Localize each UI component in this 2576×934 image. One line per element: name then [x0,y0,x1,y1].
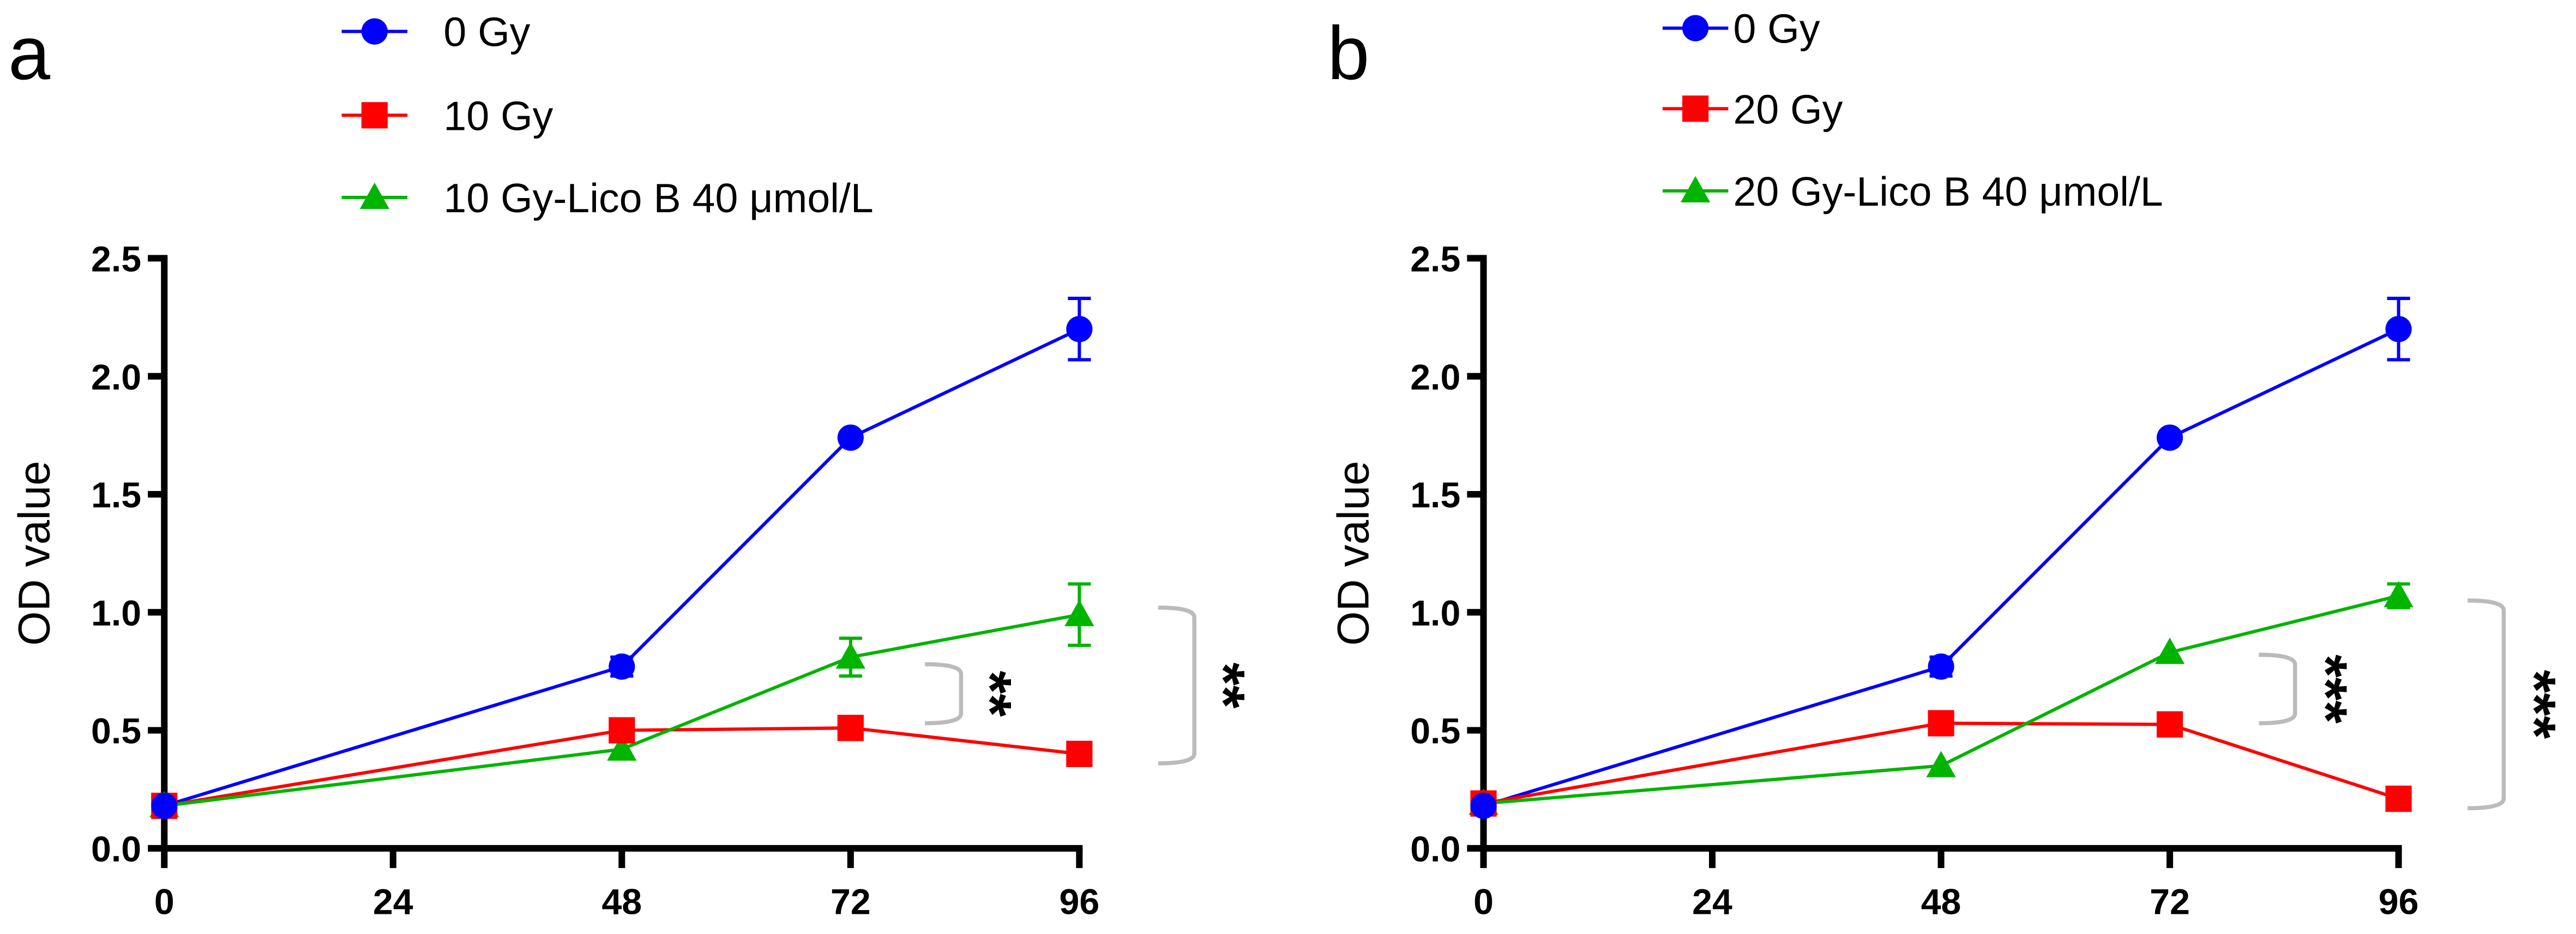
data-point-triangle [1064,600,1094,626]
data-point-triangle [1926,751,1956,777]
series-line [164,327,1080,807]
data-point-triangle [2154,637,2185,664]
legend-triangle-marker [359,182,390,209]
data-point-circle [837,424,864,451]
legend-circle-marker [1682,15,1709,41]
data-point-square [609,717,635,744]
legend-item: 0 Gy [341,9,531,55]
data-point-square [1928,710,1954,737]
data-point-square [837,715,864,741]
legend-square-marker [1682,95,1709,122]
legend-square-marker [361,102,388,129]
data-point-circle [2385,316,2412,343]
data-point-circle [151,792,178,819]
data-point-square [2156,711,2183,738]
x-tick-label: 96 [1060,882,1100,922]
y-axis-label: OD value [9,461,59,646]
significance-bracket [1158,605,1197,765]
panel-label: a [8,11,51,95]
x-tick-label: 48 [1921,882,1961,922]
y-tick-label: 1.5 [1410,475,1460,516]
y-tick-label: 0.0 [1410,829,1460,870]
legend-circle-marker [361,18,388,45]
legend-label: 20 Gy [1733,86,1843,132]
data-point-circle [1066,316,1093,343]
significance-bracket [2259,652,2297,726]
panel-b: b 0 Gy 20 Gy 20 Gy-Lico B 40 μmol/L 0.0 0.5 1.… [1327,6,2568,923]
data-point-triangle [835,642,865,669]
data-point-square [2385,786,2412,812]
y-tick-label: 2.5 [1410,239,1460,279]
legend-item: 20 Gy [1662,86,1843,132]
y-tick-label: 2.0 [1410,357,1460,398]
x-tick-label: 48 [601,882,642,922]
legend-label: 0 Gy [443,9,530,55]
y-tick-label: 0.0 [91,829,141,870]
x-tick-label: 96 [2379,882,2419,922]
significance-bracket [2467,598,2506,811]
panel-label: b [1327,11,1369,95]
legend-item: 10 Gy-Lico B 40 μmol/L [341,175,874,221]
data-point-circle [2156,424,2183,451]
series-line [1483,594,2399,805]
y-tick-label: 1.0 [1410,593,1460,633]
legend-label: 20 Gy-Lico B 40 μmol/L [1733,169,2163,214]
legend-item: 10 Gy [341,93,553,139]
x-tick-label: 72 [2150,882,2190,922]
x-tick-label: 72 [830,882,871,922]
y-axis-label: OD value [1329,461,1379,646]
significance-label: *** [2293,655,2359,724]
x-tick-label: 24 [373,882,413,922]
y-tick-label: 2.0 [91,357,141,398]
legend-label: 10 Gy-Lico B 40 μmol/L [443,175,873,221]
data-point-circle [1928,653,1954,680]
y-tick-label: 0.5 [1410,711,1460,752]
panel-a: a 0 Gy 10 Gy 10 Gy-Lico B 40 μmol/L 0.0 0.5 1.… [8,9,1257,923]
series-line [164,726,1080,808]
significance-bracket [925,662,964,726]
legend-item: 20 Gy-Lico B 40 μmol/L [1662,169,2163,214]
x-tick-label: 0 [1473,882,1494,922]
legend-label: 0 Gy [1733,6,1820,52]
data-point-triangle [2384,580,2414,608]
series-line [164,613,1080,808]
data-point-triangle [607,734,637,761]
data-point-square [1066,740,1093,768]
x-tick-label: 0 [154,882,174,922]
y-tick-label: 1.5 [91,475,141,516]
series-line [1483,327,2399,807]
significance-label: *** [2502,670,2568,739]
legend-item: 0 Gy [1662,6,1820,52]
significance-label: ** [1191,662,1257,709]
data-point-circle [1470,792,1497,819]
significance-label: ** [958,670,1024,717]
legend-label: 10 Gy [443,93,553,139]
legend-triangle-marker [1681,176,1711,202]
y-tick-label: 0.5 [91,711,141,752]
y-tick-label: 1.0 [91,593,141,633]
x-tick-label: 24 [1692,882,1732,922]
y-tick-label: 2.5 [91,239,141,279]
series-line [1483,721,2399,805]
data-point-circle [609,653,635,680]
